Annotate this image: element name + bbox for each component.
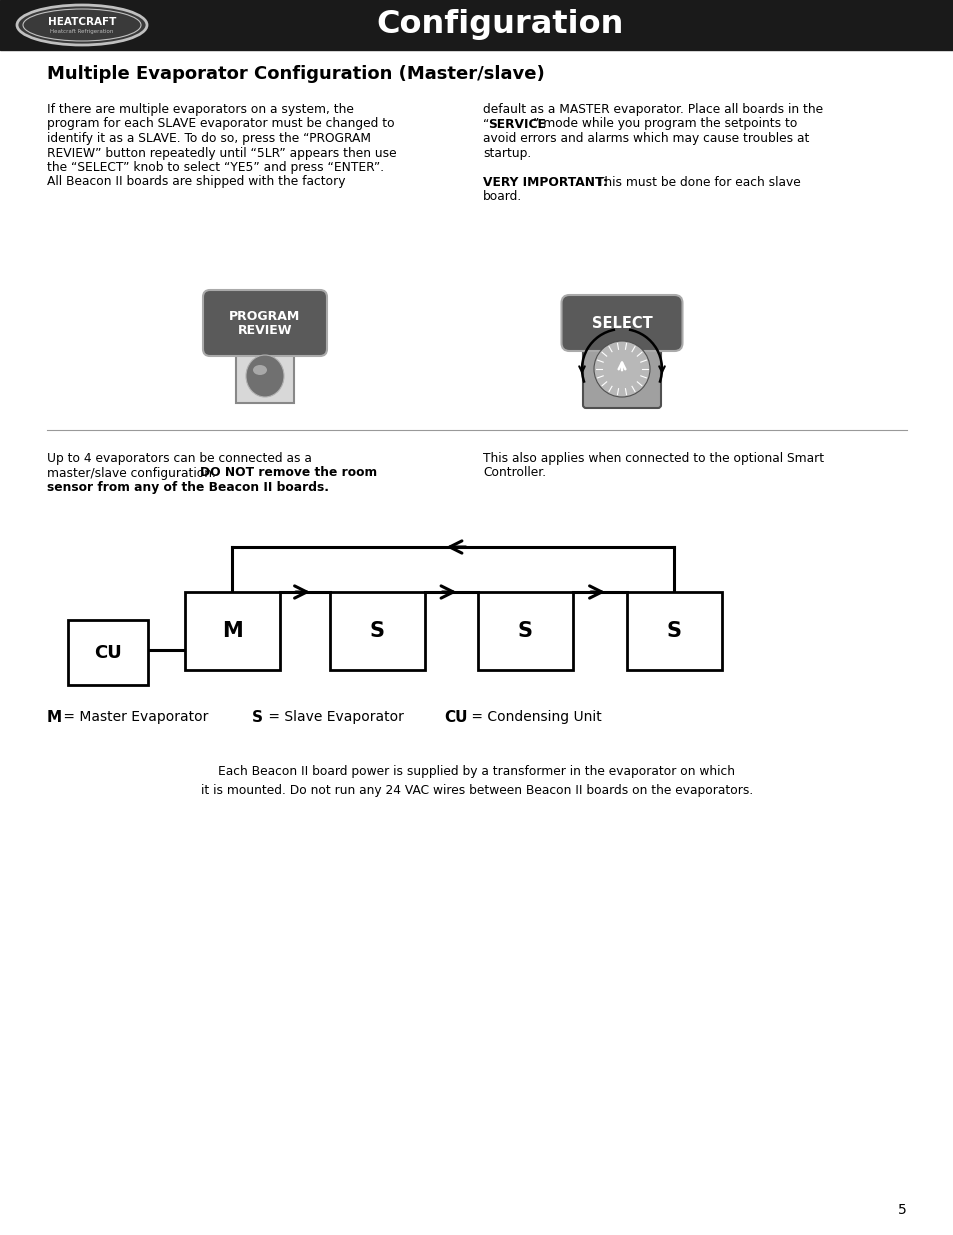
Text: SERVICE: SERVICE <box>488 117 545 131</box>
Bar <box>477 592 573 671</box>
Text: REVIEW: REVIEW <box>237 325 292 337</box>
FancyBboxPatch shape <box>561 295 681 351</box>
Text: Multiple Evaporator Configuration (Master/slave): Multiple Evaporator Configuration (Maste… <box>47 65 544 83</box>
Text: the “SELECT” knob to select “YE5” and press “ENTER”.: the “SELECT” knob to select “YE5” and pr… <box>47 161 384 174</box>
Text: SELECT: SELECT <box>591 315 652 331</box>
Bar <box>626 592 721 671</box>
Text: VERY IMPORTANT:: VERY IMPORTANT: <box>482 175 607 189</box>
Text: Controller.: Controller. <box>482 467 545 479</box>
Text: HEATCRAFT: HEATCRAFT <box>48 17 116 27</box>
Text: default as a MASTER evaporator. Place all boards in the: default as a MASTER evaporator. Place al… <box>482 103 822 116</box>
Text: This must be done for each slave: This must be done for each slave <box>593 175 800 189</box>
Text: M: M <box>222 621 243 641</box>
Text: identify it as a SLAVE. To do so, press the “PROGRAM: identify it as a SLAVE. To do so, press … <box>47 132 371 144</box>
Bar <box>185 592 280 671</box>
Text: Up to 4 evaporators can be connected as a: Up to 4 evaporators can be connected as … <box>47 452 312 466</box>
Bar <box>330 592 424 671</box>
Bar <box>68 620 148 685</box>
FancyBboxPatch shape <box>582 330 660 408</box>
Text: S: S <box>370 621 385 641</box>
Ellipse shape <box>246 354 284 396</box>
Text: program for each SLAVE evaporator must be changed to: program for each SLAVE evaporator must b… <box>47 117 395 131</box>
Text: S: S <box>252 710 263 725</box>
Text: CU: CU <box>94 643 122 662</box>
Text: If there are multiple evaporators on a system, the: If there are multiple evaporators on a s… <box>47 103 354 116</box>
Text: = Condensing Unit: = Condensing Unit <box>467 710 601 724</box>
Text: All Beacon II boards are shipped with the factory: All Beacon II boards are shipped with th… <box>47 175 345 189</box>
Text: Configuration: Configuration <box>375 10 623 41</box>
FancyBboxPatch shape <box>203 290 327 356</box>
Text: S: S <box>517 621 533 641</box>
Text: PROGRAM: PROGRAM <box>229 310 300 324</box>
Text: avoid errors and alarms which may cause troubles at: avoid errors and alarms which may cause … <box>482 132 808 144</box>
Bar <box>0 0 953 49</box>
Text: Each Beacon II board power is supplied by a transformer in the evaporator on whi: Each Beacon II board power is supplied b… <box>201 764 752 797</box>
Text: REVIEW” button repeatedly until “5LR” appears then use: REVIEW” button repeatedly until “5LR” ap… <box>47 147 396 159</box>
Text: Heatcraft Refrigeration: Heatcraft Refrigeration <box>51 28 113 33</box>
Text: master/slave configuration.: master/slave configuration. <box>47 467 219 479</box>
Text: “: “ <box>482 117 489 131</box>
Text: sensor from any of the Beacon II boards.: sensor from any of the Beacon II boards. <box>47 480 329 494</box>
Ellipse shape <box>253 366 267 375</box>
Text: DO NOT remove the room: DO NOT remove the room <box>200 467 376 479</box>
Bar <box>235 350 294 403</box>
Text: CU: CU <box>443 710 467 725</box>
Circle shape <box>594 341 649 396</box>
Text: This also applies when connected to the optional Smart: This also applies when connected to the … <box>482 452 823 466</box>
Text: 5: 5 <box>898 1203 906 1216</box>
Text: M: M <box>47 710 62 725</box>
Text: = Master Evaporator: = Master Evaporator <box>59 710 208 724</box>
Text: ” mode while you program the setpoints to: ” mode while you program the setpoints t… <box>533 117 797 131</box>
Text: S: S <box>666 621 681 641</box>
Text: board.: board. <box>482 190 521 203</box>
Text: startup.: startup. <box>482 147 531 159</box>
Text: = Slave Evaporator: = Slave Evaporator <box>264 710 403 724</box>
Ellipse shape <box>17 5 147 44</box>
